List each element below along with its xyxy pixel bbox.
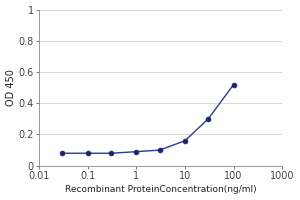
X-axis label: Recombinant ProteinConcentration(ng/ml): Recombinant ProteinConcentration(ng/ml) [65, 185, 256, 194]
Y-axis label: OD 450: OD 450 [6, 69, 16, 106]
